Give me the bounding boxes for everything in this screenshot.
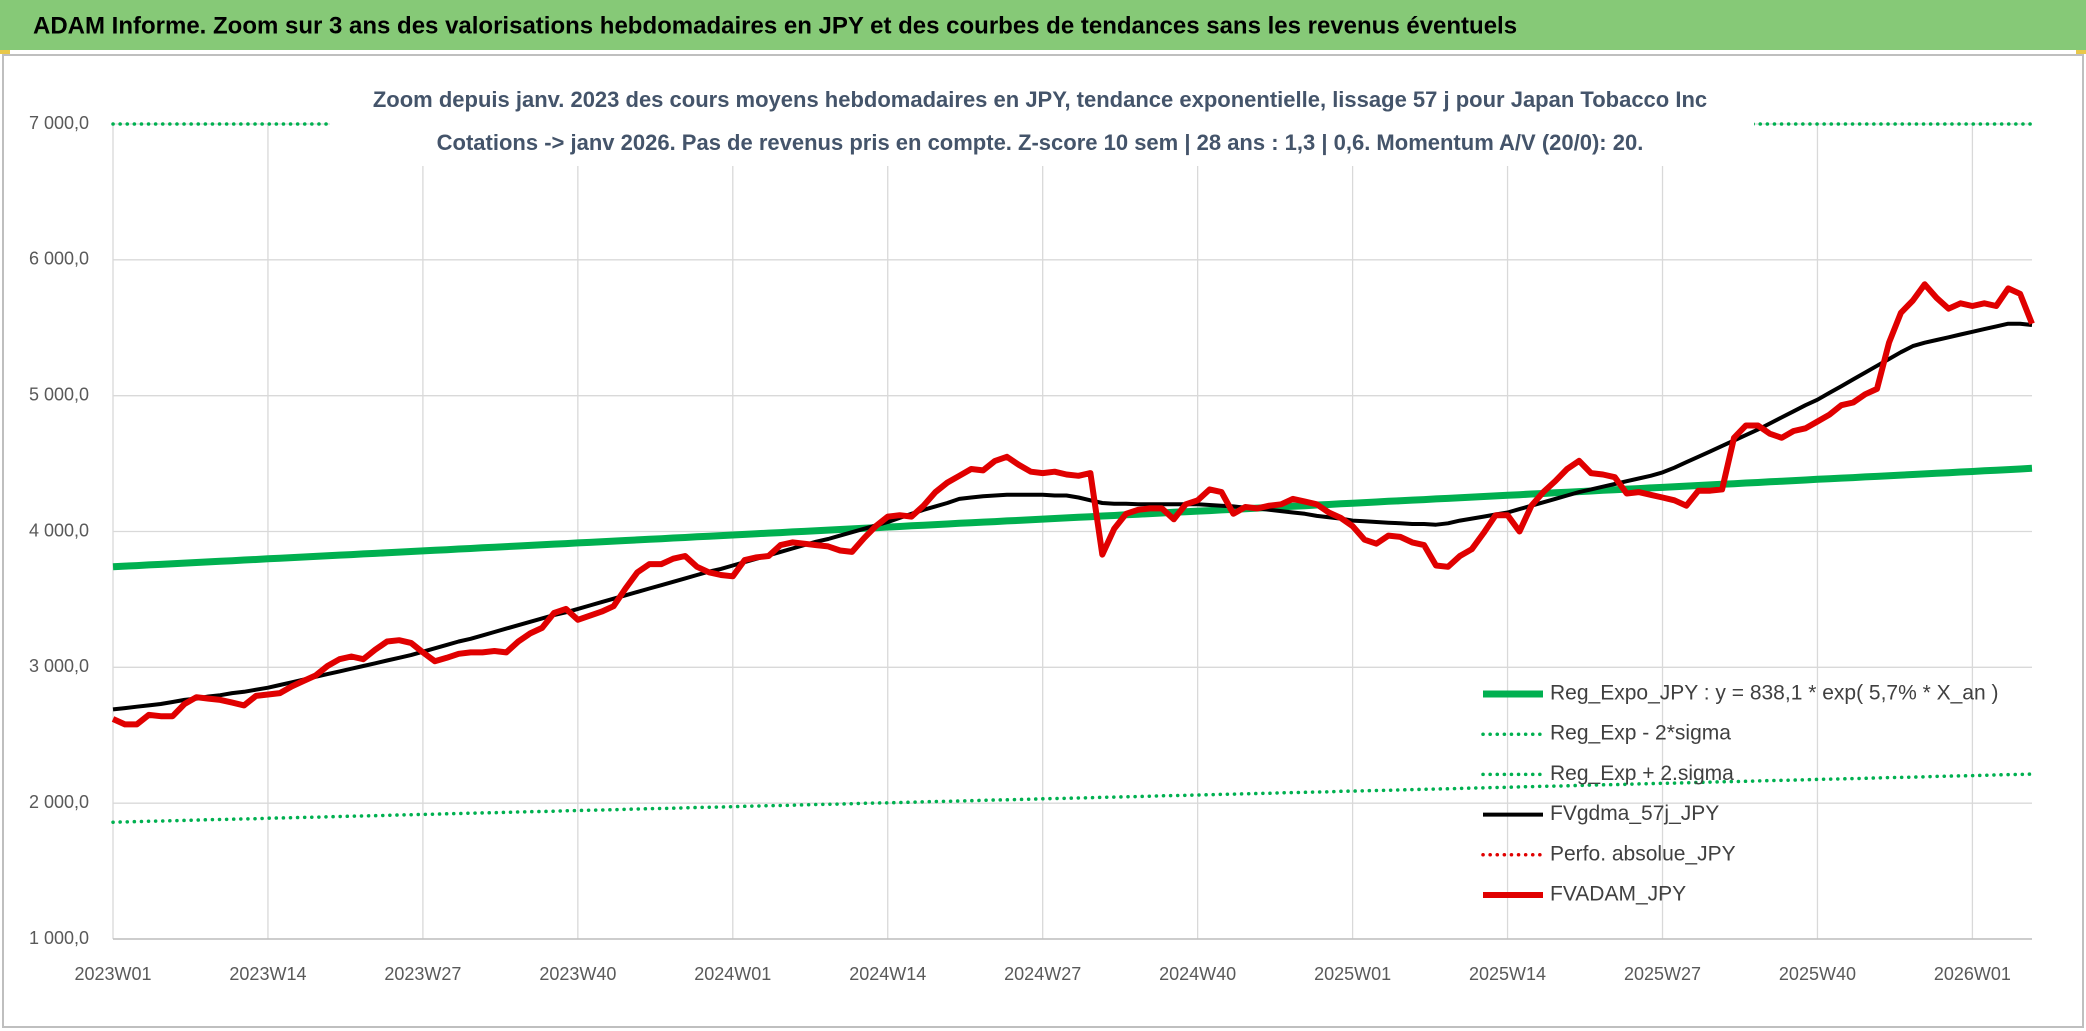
x-tick-label: 2023W01 — [74, 964, 151, 984]
series-line — [111, 772, 2034, 824]
x-tick-label: 2023W14 — [229, 964, 306, 984]
y-tick-label: 3 000,0 — [29, 656, 89, 676]
chart-title: ADAM Informe. Zoom sur 3 ans des valoris… — [33, 12, 1517, 39]
x-tick-label: 2024W14 — [849, 964, 926, 984]
title-bar — [0, 0, 2086, 50]
series-line — [111, 281, 2035, 728]
x-tick-label: 2025W27 — [1624, 964, 1701, 984]
x-tick-label: 2025W14 — [1469, 964, 1546, 984]
legend: Reg_Expo_JPY : y = 838,1 * exp( 5,7% * X… — [1481, 682, 1998, 906]
legend-label: Reg_Exp - 2*sigma — [1550, 722, 1731, 745]
legend-label: Reg_Expo_JPY : y = 838,1 * exp( 5,7% * X… — [1550, 682, 1998, 705]
y-tick-label: 6 000,0 — [29, 249, 89, 269]
chart-subtitle: Cotations -> janv 2026. Pas de revenus p… — [437, 130, 1644, 155]
chart-subtitle: Zoom depuis janv. 2023 des cours moyens … — [373, 87, 1707, 112]
x-tick-label: 2023W27 — [384, 964, 461, 984]
x-tick-label: 2025W01 — [1314, 964, 1391, 984]
y-tick-label: 5 000,0 — [29, 384, 89, 404]
x-tick-label: 2026W01 — [1934, 964, 2011, 984]
legend-label: FVgdma_57j_JPY — [1550, 802, 1719, 825]
legend-label: Perfo. absolue_JPY — [1550, 842, 1736, 865]
series-line — [112, 464, 2033, 571]
series-line — [112, 321, 2033, 712]
grid: 1 000,0 2 000,0 3 000,0 4 000,0 5 000,0 6 000… — [29, 113, 2032, 984]
y-tick-label: 4 000,0 — [29, 520, 89, 540]
x-tick-label: 2024W40 — [1159, 964, 1236, 984]
corner-accent — [2076, 50, 2086, 54]
corner-accent — [0, 50, 10, 54]
subtitle-box — [330, 80, 1754, 166]
y-tick-label: 2 000,0 — [29, 792, 89, 812]
x-tick-label: 2024W01 — [694, 964, 771, 984]
chart-frame — [2, 54, 2084, 1028]
x-tick-label: 2023W40 — [539, 964, 616, 984]
legend-label: FVADAM_JPY — [1550, 883, 1686, 906]
legend-label: Reg_Exp + 2.sigma — [1550, 762, 1734, 785]
y-tick-label: 7 000,0 — [29, 113, 89, 133]
x-tick-label: 2025W40 — [1779, 964, 1856, 984]
x-tick-label: 2024W27 — [1004, 964, 1081, 984]
y-tick-label: 1 000,0 — [29, 928, 89, 948]
